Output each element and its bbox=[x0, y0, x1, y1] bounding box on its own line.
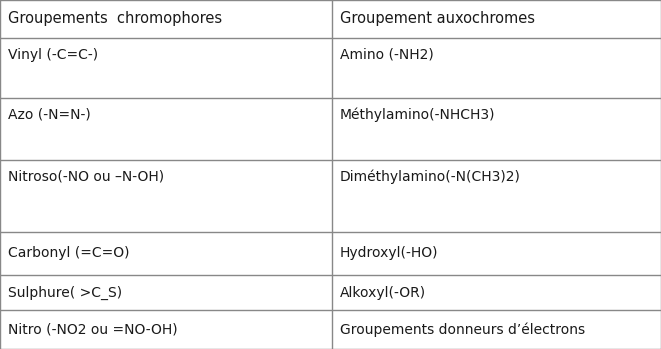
Text: Alkoxyl(-OR): Alkoxyl(-OR) bbox=[340, 285, 426, 299]
Text: Sulphure( >C_S): Sulphure( >C_S) bbox=[8, 285, 122, 299]
Text: Amino (-NH2): Amino (-NH2) bbox=[340, 48, 434, 62]
Text: Vinyl (-C=C-): Vinyl (-C=C-) bbox=[8, 48, 98, 62]
Text: Diméthylamino(-N(CH3)2): Diméthylamino(-N(CH3)2) bbox=[340, 170, 521, 185]
Text: Nitroso(-NO ou –N-OH): Nitroso(-NO ou –N-OH) bbox=[8, 170, 164, 184]
Text: Hydroxyl(-HO): Hydroxyl(-HO) bbox=[340, 246, 438, 260]
Text: Carbonyl (=C=O): Carbonyl (=C=O) bbox=[8, 246, 130, 260]
Text: Azo (-N=N-): Azo (-N=N-) bbox=[8, 108, 91, 122]
Text: Groupements donneurs d’électrons: Groupements donneurs d’électrons bbox=[340, 322, 585, 337]
Text: Nitro (-NO2 ou =NO-OH): Nitro (-NO2 ou =NO-OH) bbox=[8, 322, 178, 336]
Text: Méthylamino(-NHCH3): Méthylamino(-NHCH3) bbox=[340, 108, 495, 122]
Text: Groupement auxochromes: Groupement auxochromes bbox=[340, 12, 535, 27]
Text: Groupements  chromophores: Groupements chromophores bbox=[8, 12, 222, 27]
